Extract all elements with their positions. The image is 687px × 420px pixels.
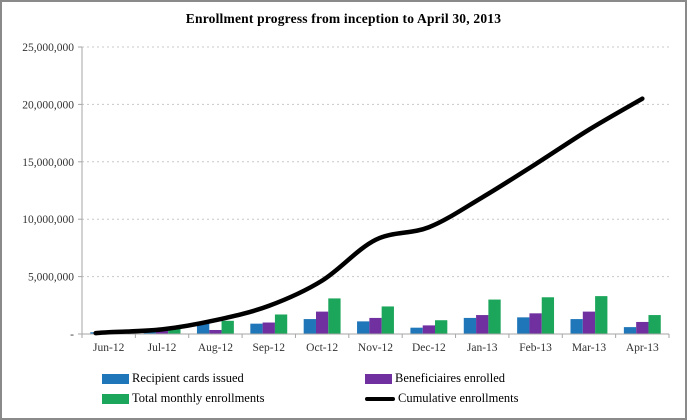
x-axis-tick-label: Feb-13 — [519, 342, 552, 354]
cumulative-enrollments-line — [93, 96, 645, 336]
legend-item-cumulative: Cumulative enrollments — [365, 391, 518, 406]
x-axis-tick-label: Jul-12 — [148, 342, 177, 354]
legend-item-beneficiaires: Beneficiaires enrolled — [365, 371, 505, 386]
bar-recipient-cards-issued — [410, 327, 423, 334]
bar-total-monthly-enrollments — [541, 297, 555, 334]
x-axis-tick-label: Oct-12 — [306, 342, 338, 354]
bar-total-monthly-enrollments — [328, 298, 341, 334]
legend-swatch-blue — [102, 373, 129, 384]
bar-beneficiaires-enrolled — [476, 315, 489, 334]
bar-beneficiaires-enrolled — [582, 311, 596, 334]
bar-recipient-cards-issued — [250, 323, 263, 334]
bar-beneficiaires-enrolled — [422, 325, 436, 334]
bar-recipient-cards-issued — [517, 317, 530, 334]
bar-beneficiaires-enrolled — [262, 322, 275, 334]
x-axis-tick-label: Aug-12 — [198, 342, 233, 354]
bar-beneficiaires-enrolled — [209, 329, 222, 334]
bar-recipient-cards-issued — [303, 319, 316, 334]
legend-label: Cumulative enrollments — [398, 391, 519, 405]
bar-beneficiaires-enrolled — [529, 313, 542, 334]
legend-swatch-green — [102, 393, 129, 404]
y-axis-tick-label: 20,000,000 — [22, 99, 74, 111]
bar-total-monthly-enrollments — [168, 327, 181, 334]
bar-recipient-cards-issued — [570, 319, 583, 334]
legend-label: Total monthly enrollments — [132, 391, 265, 405]
legend-item-recipient-cards: Recipient cards issued — [102, 371, 244, 386]
bar-total-monthly-enrollments — [221, 320, 234, 334]
bar-recipient-cards-issued — [357, 321, 370, 334]
x-axis-tick-label: Jan-13 — [467, 342, 498, 354]
x-axis-tick-label: Dec-12 — [412, 342, 446, 354]
bar-beneficiaires-enrolled — [636, 321, 649, 334]
bar-total-monthly-enrollments — [435, 320, 448, 334]
y-axis-tick-label: 5,000,000 — [28, 272, 74, 284]
y-axis-tick-label: 15,000,000 — [22, 157, 74, 169]
legend-label: Beneficiaires enrolled — [395, 371, 506, 385]
bar-total-monthly-enrollments — [648, 315, 661, 334]
bar-beneficiaires-enrolled — [155, 329, 169, 334]
y-axis-tick-label: - — [70, 329, 74, 341]
x-axis-tick-label: Jun-12 — [93, 342, 125, 354]
bar-recipient-cards-issued — [196, 323, 210, 334]
chart-title: Enrollment progress from inception to Ap… — [185, 11, 502, 26]
y-axis-tick-label: 25,000,000 — [22, 42, 74, 54]
bar-beneficiaires-enrolled — [315, 311, 329, 334]
legend-swatch-black-line — [365, 396, 395, 401]
bar-beneficiaires-enrolled — [369, 317, 382, 334]
bar-recipient-cards-issued — [463, 317, 477, 334]
bar-total-monthly-enrollments — [381, 306, 394, 334]
legend-item-total-monthly: Total monthly enrollments — [102, 391, 264, 406]
x-axis-tick-label: Apr-13 — [626, 342, 659, 354]
legend-label: Recipient cards issued — [132, 371, 244, 385]
x-axis-tick-label: Sep-12 — [252, 342, 285, 354]
x-axis-tick-label: Nov-12 — [358, 342, 393, 354]
x-axis-tick-label: Mar-13 — [572, 342, 607, 354]
bar-total-monthly-enrollments — [595, 296, 608, 334]
legend-swatch-purple — [365, 373, 392, 384]
y-axis-tick-label: 10,000,000 — [22, 214, 74, 226]
bar-total-monthly-enrollments — [274, 314, 288, 334]
bar-recipient-cards-issued — [623, 327, 637, 334]
bar-total-monthly-enrollments — [488, 299, 501, 334]
